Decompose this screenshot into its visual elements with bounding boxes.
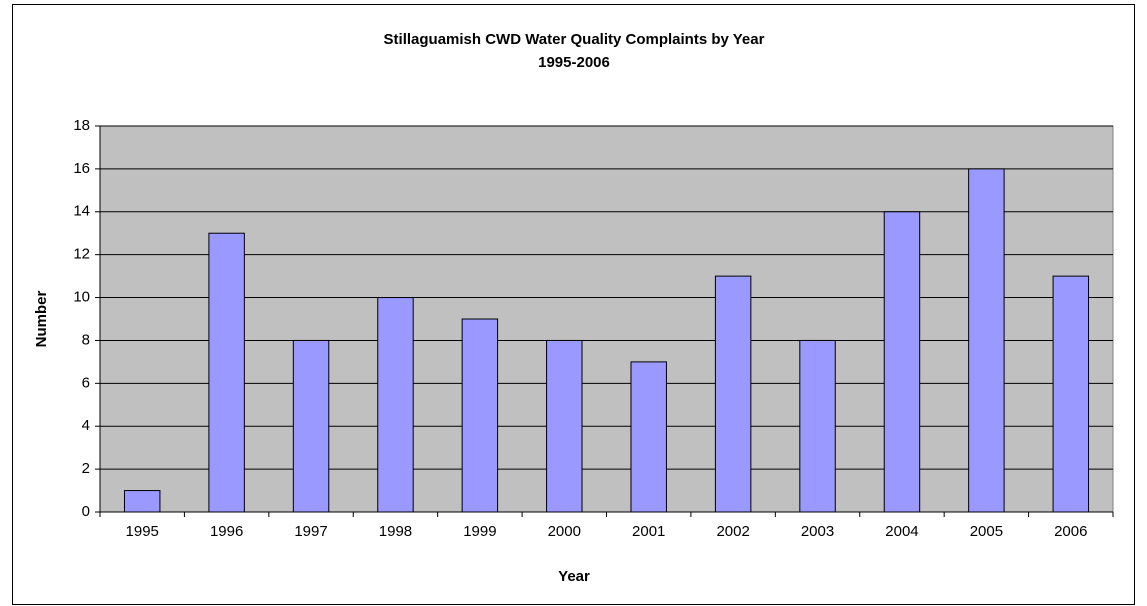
bar: [630, 361, 667, 513]
bar: [208, 232, 245, 513]
x-tick-label: 1997: [294, 523, 327, 540]
y-tick-label: 8: [82, 331, 90, 348]
x-tick-label: 2002: [716, 523, 749, 540]
bar: [799, 339, 836, 513]
chart-title: Stillaguamish CWD Water Quality Complain…: [384, 31, 765, 48]
y-tick-label: 4: [82, 417, 90, 434]
x-tick-label: 2003: [801, 523, 834, 540]
y-tick-label: 14: [73, 203, 90, 220]
x-tick-label: 1996: [210, 523, 243, 540]
y-tick-label: 2: [82, 460, 90, 477]
bar: [714, 275, 752, 513]
x-tick-label: 2000: [548, 523, 581, 540]
bar: [461, 318, 499, 513]
y-tick-label: 12: [73, 246, 90, 263]
x-tick-label: 1998: [379, 523, 412, 540]
y-tick-label: 16: [73, 160, 90, 177]
y-tick-label: 10: [73, 289, 90, 306]
bar: [123, 490, 161, 513]
bar: [883, 211, 921, 513]
x-tick-label: 1999: [463, 523, 496, 540]
x-tick-label: 1995: [126, 523, 159, 540]
bar: [546, 339, 583, 513]
x-tick-label: 2004: [885, 523, 918, 540]
x-tick-label: 2001: [632, 523, 665, 540]
x-axis-label: Year: [558, 568, 590, 585]
bar: [1052, 275, 1090, 513]
y-tick-label: 18: [73, 117, 90, 134]
bar: [292, 339, 330, 513]
bar: [968, 168, 1005, 513]
chart-subtitle: 1995-2006: [538, 54, 610, 71]
plot-area: [99, 125, 1114, 513]
x-tick-label: 2006: [1054, 523, 1087, 540]
y-tick-label: 0: [82, 503, 90, 520]
x-tick-label: 2005: [970, 523, 1003, 540]
bar: [377, 297, 414, 513]
y-tick-label: 6: [82, 374, 90, 391]
y-axis-label: Number: [33, 291, 50, 348]
